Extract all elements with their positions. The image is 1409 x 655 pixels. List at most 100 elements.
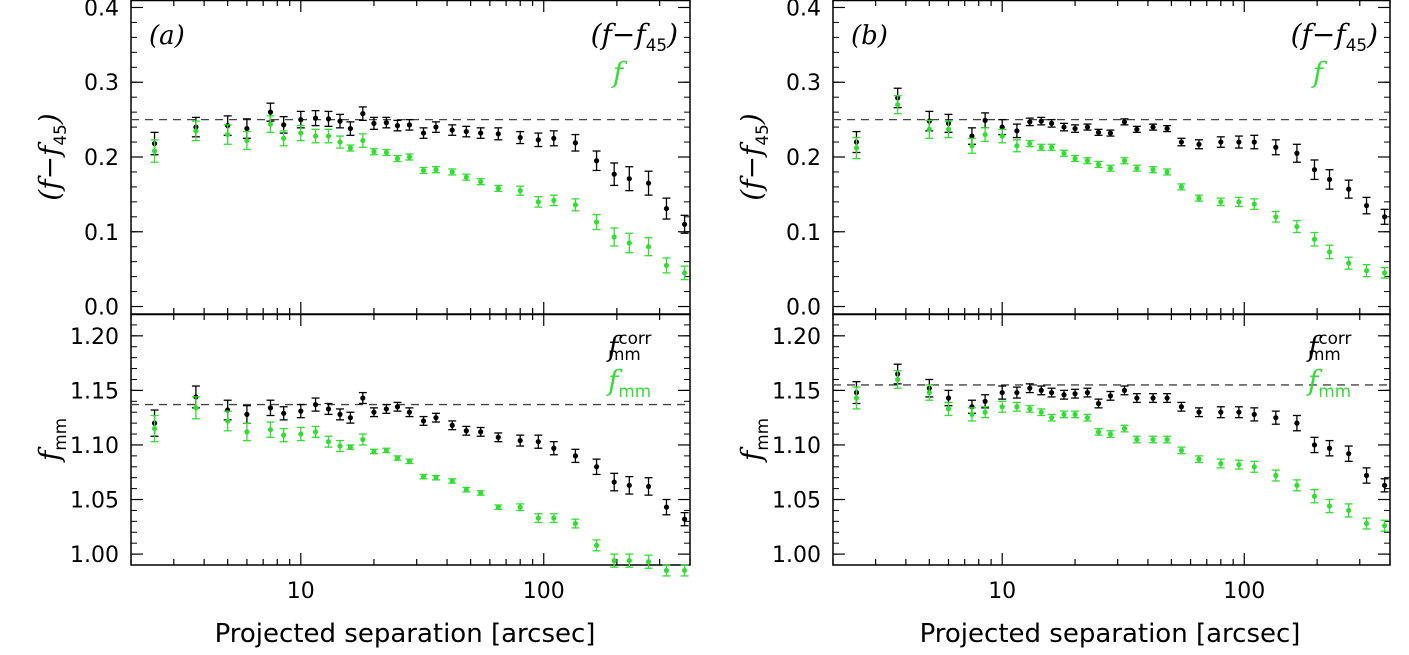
data-point	[495, 185, 501, 191]
data-point	[663, 504, 670, 510]
data-point	[267, 427, 274, 433]
data-point	[406, 458, 413, 464]
data-point	[1014, 404, 1020, 410]
data-point	[1311, 493, 1318, 499]
data-point	[151, 425, 158, 432]
data-point	[1178, 447, 1185, 454]
data-point	[1346, 260, 1352, 266]
data-point	[1038, 387, 1044, 393]
data-point	[312, 115, 319, 121]
data-point	[626, 482, 632, 488]
data-point	[281, 410, 287, 416]
data-point	[1164, 436, 1170, 443]
data-point	[478, 130, 484, 136]
data-point	[611, 234, 617, 240]
data-point	[1027, 119, 1033, 125]
data-point	[1294, 482, 1300, 488]
legend-f: f	[611, 56, 628, 89]
data-point	[325, 133, 332, 139]
data-point	[298, 431, 304, 437]
data-point	[1061, 124, 1067, 130]
panel-label: (a)	[149, 21, 185, 51]
data-point	[1049, 389, 1055, 396]
y-tick-label-top: 0.1	[84, 221, 119, 246]
data-point	[1121, 119, 1128, 125]
data-point	[1014, 143, 1020, 149]
data-point	[281, 135, 287, 141]
data-point	[1134, 436, 1140, 443]
data-point	[1326, 503, 1333, 509]
legend-f-minus-f45: (f−f45)	[1291, 18, 1378, 55]
data-point	[463, 128, 469, 135]
data-point	[420, 474, 427, 480]
data-point	[999, 124, 1005, 130]
data-point	[611, 558, 617, 564]
data-point	[1251, 464, 1257, 470]
data-point	[535, 137, 541, 143]
data-point	[495, 131, 501, 137]
data-point	[1382, 482, 1388, 488]
data-point	[551, 135, 557, 141]
data-point	[593, 219, 600, 225]
y-axis-title-bottom: fmm	[33, 418, 70, 463]
data-point	[337, 411, 343, 417]
x-axis-title-b: Projected separation [arcsec]	[920, 619, 1301, 649]
data-point	[1084, 124, 1091, 130]
y-axis-title-top: (f−f45)	[735, 113, 772, 200]
data-point	[1107, 431, 1114, 437]
data-point	[1134, 126, 1140, 132]
y-tick-label-bottom: 1.15	[772, 379, 821, 404]
data-point	[626, 240, 632, 246]
series-top-green	[150, 115, 689, 281]
data-point	[1150, 395, 1156, 401]
data-point	[1061, 150, 1067, 156]
y-tick-label-top: 0.3	[786, 71, 821, 96]
data-point	[1326, 176, 1333, 183]
data-point	[371, 448, 377, 455]
data-point	[1072, 411, 1078, 417]
data-point	[463, 174, 469, 180]
data-point	[478, 179, 484, 185]
panel-a: 0.00.10.20.30.4(f−f45)(f−f45)f1.001.051.…	[33, 0, 691, 604]
data-point	[325, 406, 332, 412]
data-point	[1072, 391, 1078, 397]
data-point	[360, 436, 366, 443]
data-point	[1121, 425, 1128, 432]
data-point	[681, 270, 688, 276]
data-point	[1061, 392, 1067, 398]
series-top-black	[150, 102, 689, 234]
data-point	[298, 408, 304, 414]
data-point	[244, 137, 250, 144]
data-point	[449, 169, 455, 175]
data-point	[1027, 385, 1033, 391]
data-point	[895, 102, 901, 108]
data-point	[433, 475, 439, 481]
data-point	[449, 127, 455, 133]
data-point	[371, 409, 377, 415]
data-point	[1346, 186, 1352, 192]
data-point	[517, 188, 523, 194]
data-point	[999, 133, 1005, 139]
data-point	[478, 490, 484, 496]
data-point	[1363, 472, 1370, 479]
data-point	[1014, 389, 1020, 396]
data-point	[945, 395, 952, 401]
data-point	[1346, 451, 1352, 457]
data-point	[463, 428, 469, 434]
data-point	[969, 133, 975, 139]
x-tick-label: 100	[1223, 579, 1265, 604]
y-tick-label-bottom: 1.10	[772, 434, 821, 459]
data-point	[1095, 129, 1102, 135]
legend-f-minus-f45: (f−f45)	[591, 18, 678, 55]
data-point	[551, 515, 557, 521]
legend-f: f	[1311, 56, 1328, 89]
data-point	[626, 176, 632, 182]
y-tick-label-top: 0.2	[786, 146, 821, 171]
series-bottom-black	[150, 385, 689, 527]
plot-frame-bottom	[130, 313, 691, 566]
data-point	[593, 464, 600, 470]
data-point	[926, 389, 932, 396]
legend-fmm-corr: fcorr mm	[1306, 328, 1351, 364]
data-point	[383, 120, 389, 126]
y-tick-label-bottom: 1.15	[70, 379, 119, 404]
